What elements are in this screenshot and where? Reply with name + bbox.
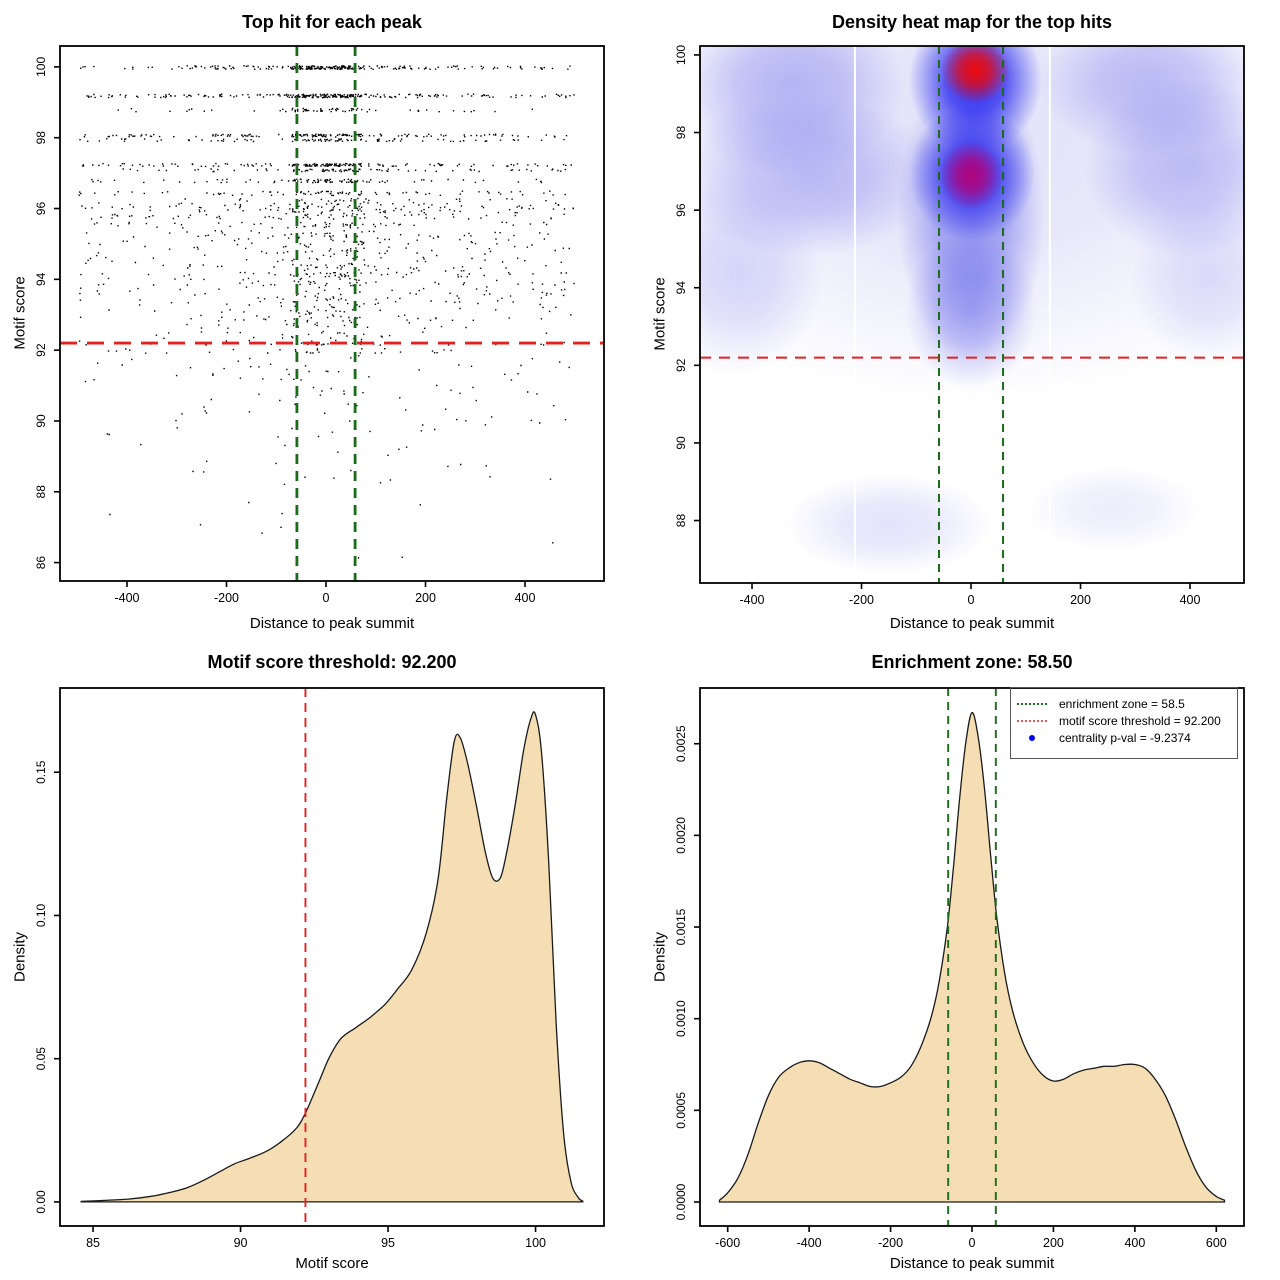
x-axis-label: Distance to peak summit (249, 615, 415, 632)
x-axis-label: Distance to peak summit (889, 1255, 1055, 1272)
x-axis-label: Motif score (295, 1255, 369, 1272)
x-tick-label: 100 (525, 1236, 546, 1250)
red-dotted-line-icon (1017, 719, 1047, 722)
y-tick-label: 0.15 (34, 760, 48, 784)
y-tick-label: 90 (674, 436, 688, 450)
legend-label: motif score threshold = 92.200 (1059, 713, 1221, 728)
y-axis-label: Motif score (651, 277, 669, 351)
x-tick-label: 200 (415, 591, 436, 605)
density-curve (718, 711, 1226, 1203)
x-tick-label: 0 (323, 591, 330, 605)
y-ticks: 88 90 92 94 96 98 100 (674, 45, 700, 528)
density-plot-distance: -600 -400 -200 0 200 400 600 0.0000 0.0005 0.0010… (674, 687, 1245, 1250)
x-axis-label: Distance to peak summit (889, 615, 1055, 632)
x-tick-label: 200 (1070, 593, 1091, 607)
y-tick-label: 0.0005 (674, 1092, 688, 1129)
y-tick-label: 88 (674, 514, 688, 528)
y-ticks: 86 88 90 92 94 96 98 100 (34, 57, 60, 570)
y-tick-label: 90 (34, 414, 48, 428)
y-tick-label: 86 (34, 556, 48, 570)
legend-entry-enrichment-zone: enrichment zone = 58.5 (1017, 695, 1237, 712)
x-ticks: -400 -200 0 200 400 (739, 583, 1200, 607)
x-tick-label: -200 (214, 591, 239, 605)
panel-distance-density: -600 -400 -200 0 200 400 600 0.0000 0.0005 0.0010… (640, 640, 1280, 1280)
x-tick-label: 0 (969, 1236, 976, 1250)
scatter-plot: -400 -200 0 200 400 86 88 90 92 94 96 98 100 (34, 45, 605, 605)
y-tick-label: 92 (674, 358, 688, 372)
y-tick-label: 100 (34, 57, 48, 77)
x-tick-label: -400 (114, 591, 139, 605)
y-tick-label: 0.0015 (674, 908, 688, 945)
panel-density-heatmap: -400 -200 0 200 400 88 90 92 94 96 98 100 Density h… (640, 0, 1280, 640)
y-tick-label: 0.0000 (674, 1183, 688, 1220)
axis-box (59, 45, 605, 582)
y-tick-label: 96 (34, 202, 48, 216)
page-title: Motif score threshold: 92.200 (207, 652, 457, 672)
x-tick-label: 600 (1206, 1236, 1227, 1250)
x-tick-label: -400 (797, 1236, 822, 1250)
x-tick-label: -400 (739, 593, 764, 607)
x-tick-label: 0 (968, 593, 975, 607)
x-ticks: -600 -400 -200 0 200 400 600 (715, 1226, 1227, 1250)
panel-scatter-top-hits: -400 -200 0 200 400 86 88 90 92 94 96 98 100 Top hit… (0, 0, 640, 640)
axis-box (699, 45, 1245, 584)
page-title: Enrichment zone: 58.50 (871, 652, 1073, 672)
panel-motif-score-density: 85 90 95 100 0.00 0.05 0.10 0.15 Motif score th… (0, 640, 640, 1280)
legend-box: enrichment zone = 58.5 motif score thres… (1010, 687, 1238, 759)
legend-label: enrichment zone = 58.5 (1059, 696, 1185, 711)
page-title: Top hit for each peak (242, 12, 422, 32)
y-tick-label: 94 (674, 281, 688, 295)
x-tick-label: -200 (878, 1236, 903, 1250)
y-tick-label: 0.0020 (674, 817, 688, 854)
y-tick-label: 98 (34, 131, 48, 145)
density-curve (80, 711, 584, 1203)
x-tick-label: 400 (515, 591, 536, 605)
y-axis-label: Density (11, 931, 29, 983)
heatmap-blobs (700, 46, 1244, 583)
y-tick-label: 0.0010 (674, 1000, 688, 1037)
green-dotted-line-icon (1017, 702, 1047, 705)
y-axis-label: Motif score (11, 276, 29, 350)
x-tick-label: 90 (234, 1236, 248, 1250)
legend-label: centrality p-val = -9.2374 (1059, 730, 1191, 745)
y-tick-label: 96 (674, 203, 688, 217)
x-tick-label: 85 (86, 1236, 100, 1250)
y-axis-label: Density (651, 931, 669, 983)
scatter-points (78, 65, 575, 559)
density-plot-motif-score: 85 90 95 100 0.00 0.05 0.10 0.15 (34, 687, 605, 1250)
y-tick-label: 100 (674, 45, 688, 65)
heatmap-plot: -400 -200 0 200 400 88 90 92 94 96 98 100 (674, 45, 1245, 607)
x-ticks: 85 90 95 100 (86, 1226, 546, 1250)
y-tick-label: 88 (34, 485, 48, 499)
page-title: Density heat map for the top hits (831, 12, 1113, 32)
x-tick-label: -600 (715, 1236, 740, 1250)
y-tick-label: 0.05 (34, 1047, 48, 1071)
axis-box (59, 687, 605, 1227)
y-tick-label: 92 (34, 343, 48, 357)
y-tick-label: 94 (34, 272, 48, 286)
x-tick-label: 95 (381, 1236, 395, 1250)
y-tick-label: 98 (674, 126, 688, 140)
y-tick-label: 0.0025 (674, 725, 688, 762)
legend-entry-score-threshold: motif score threshold = 92.200 (1017, 712, 1237, 729)
x-ticks: -400 -200 0 200 400 (114, 581, 535, 605)
x-tick-label: 200 (1043, 1236, 1064, 1250)
x-tick-label: -200 (849, 593, 874, 607)
y-tick-label: 0.00 (34, 1190, 48, 1214)
y-ticks: 0.0000 0.0005 0.0010 0.0015 0.0020 0.0025 (674, 725, 700, 1220)
y-ticks: 0.00 0.05 0.10 0.15 (34, 760, 60, 1214)
legend-entry-centrality-pval: centrality p-val = -9.2374 (1017, 729, 1237, 746)
x-tick-label: 400 (1180, 593, 1201, 607)
x-tick-label: 400 (1124, 1236, 1145, 1250)
y-tick-label: 0.10 (34, 903, 48, 927)
blue-dot-icon (1017, 734, 1047, 741)
